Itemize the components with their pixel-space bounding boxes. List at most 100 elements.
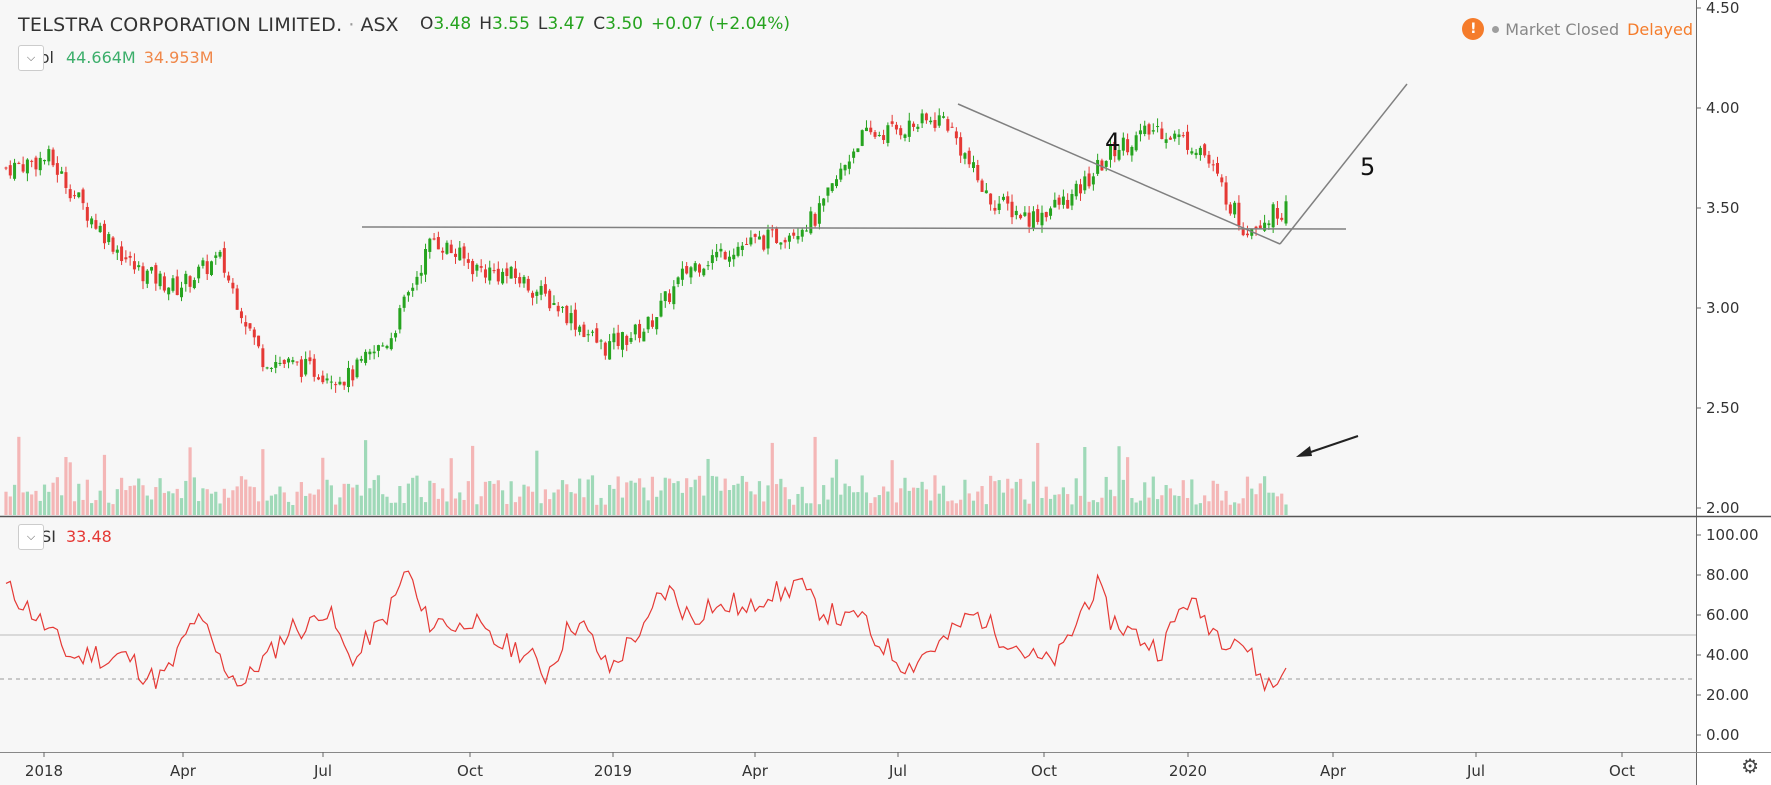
volume-bar [1228,504,1232,515]
volume-bar [171,493,175,515]
chevron-down-icon: ⌵ [26,529,36,543]
candle-body [43,159,47,162]
candle-body [102,223,106,244]
candle-body [445,242,449,254]
candle-body [1181,135,1185,137]
volume-bar [749,491,753,515]
volume-bar [1100,497,1104,515]
volume-bar [1258,483,1262,515]
candle-body [475,264,479,271]
volume-bar [1006,478,1010,515]
volume-bar [466,481,470,515]
volume-bar [1177,495,1181,515]
candle-body [860,130,864,146]
volume-bar [680,492,684,515]
candle-body [449,244,453,254]
volume-collapse-button[interactable]: ⌵ [18,44,44,71]
symbol-name: TELSTRA CORPORATION LIMITED. [18,14,343,36]
candle-body [244,322,248,327]
candle-body [753,234,757,237]
candle-body [120,246,124,262]
high-value: 3.55 [492,14,530,34]
volume-bar [483,481,488,515]
volume-bar [299,482,303,515]
volume-bar [137,478,141,515]
volume-bar [500,490,505,515]
candle-body [719,248,723,252]
candle-body [736,246,740,256]
volume-bar [1023,499,1027,515]
volume-bar [197,501,201,515]
candle-body [364,351,368,363]
warning-icon[interactable]: ! [1462,18,1485,40]
candle-body [1190,151,1194,154]
volume-bar [1254,494,1258,515]
candle-body [372,351,376,354]
candle-body [805,230,809,232]
title-separator-dot: · [348,14,355,36]
rsi-collapse-button[interactable]: ⌵ [18,523,44,550]
candle-body [34,157,38,170]
volume-bar [757,481,762,515]
candle-body [1057,197,1061,205]
candle-body [989,193,993,205]
volume-bar [256,501,261,515]
rsi-value: 33.48 [66,527,112,546]
volume-bar [1151,476,1155,515]
candle-body [864,127,868,132]
candle-body [227,275,231,281]
volume-bar [1018,478,1023,515]
candle-body [809,211,813,234]
rsi-axis-label: 0.00 [1706,726,1739,744]
candle-body [954,131,958,139]
candle-body [124,257,128,260]
candle-body [30,160,34,162]
delayed-label[interactable]: Delayed [1627,19,1693,39]
candle-body [8,165,12,176]
candle-body [625,335,629,345]
volume-bar [1280,493,1284,515]
volume-bar [774,484,779,515]
volume-bar [286,501,291,515]
candle-body [192,280,196,289]
volume-bar [886,491,890,515]
volume-bar [25,491,30,515]
candle-body [1091,176,1095,185]
volume-bar [518,496,522,515]
volume-bar [1173,495,1177,515]
candle-body [1207,154,1211,164]
settings-gear-icon[interactable]: ⚙ [1741,756,1759,778]
candle-body [556,305,560,312]
candle-body [137,265,141,268]
candle-body [929,120,933,123]
ohlc-values: O3.48 H3.55 L3.47 C3.50 +0.07 (+2.04%) [420,14,790,34]
volume-bar [449,458,453,515]
candle-body [381,345,385,347]
candle-body [479,266,483,268]
volume-bar [1168,488,1173,515]
candle-body [997,203,1001,211]
candle-body [1027,212,1031,227]
volume-bar [1031,481,1036,515]
candle-body [1211,164,1215,166]
volume-bar [702,495,706,515]
candle-body [128,255,132,258]
volume-bar [697,475,702,515]
candle-body [1275,208,1279,219]
candle-body [64,172,68,188]
volume-bar [873,497,877,515]
volume-bar [971,500,976,515]
candle-body [946,119,950,131]
volume-bar [188,447,192,515]
volume-bar [941,485,946,515]
candle-body [274,362,278,368]
volume-bar [342,483,346,515]
candle-body [462,246,466,259]
candle-body [265,367,269,369]
candle-body [141,266,145,282]
volume-bar [325,479,329,515]
volume-bar [856,492,860,515]
candle-body [843,164,847,171]
candle-body [1061,196,1065,205]
